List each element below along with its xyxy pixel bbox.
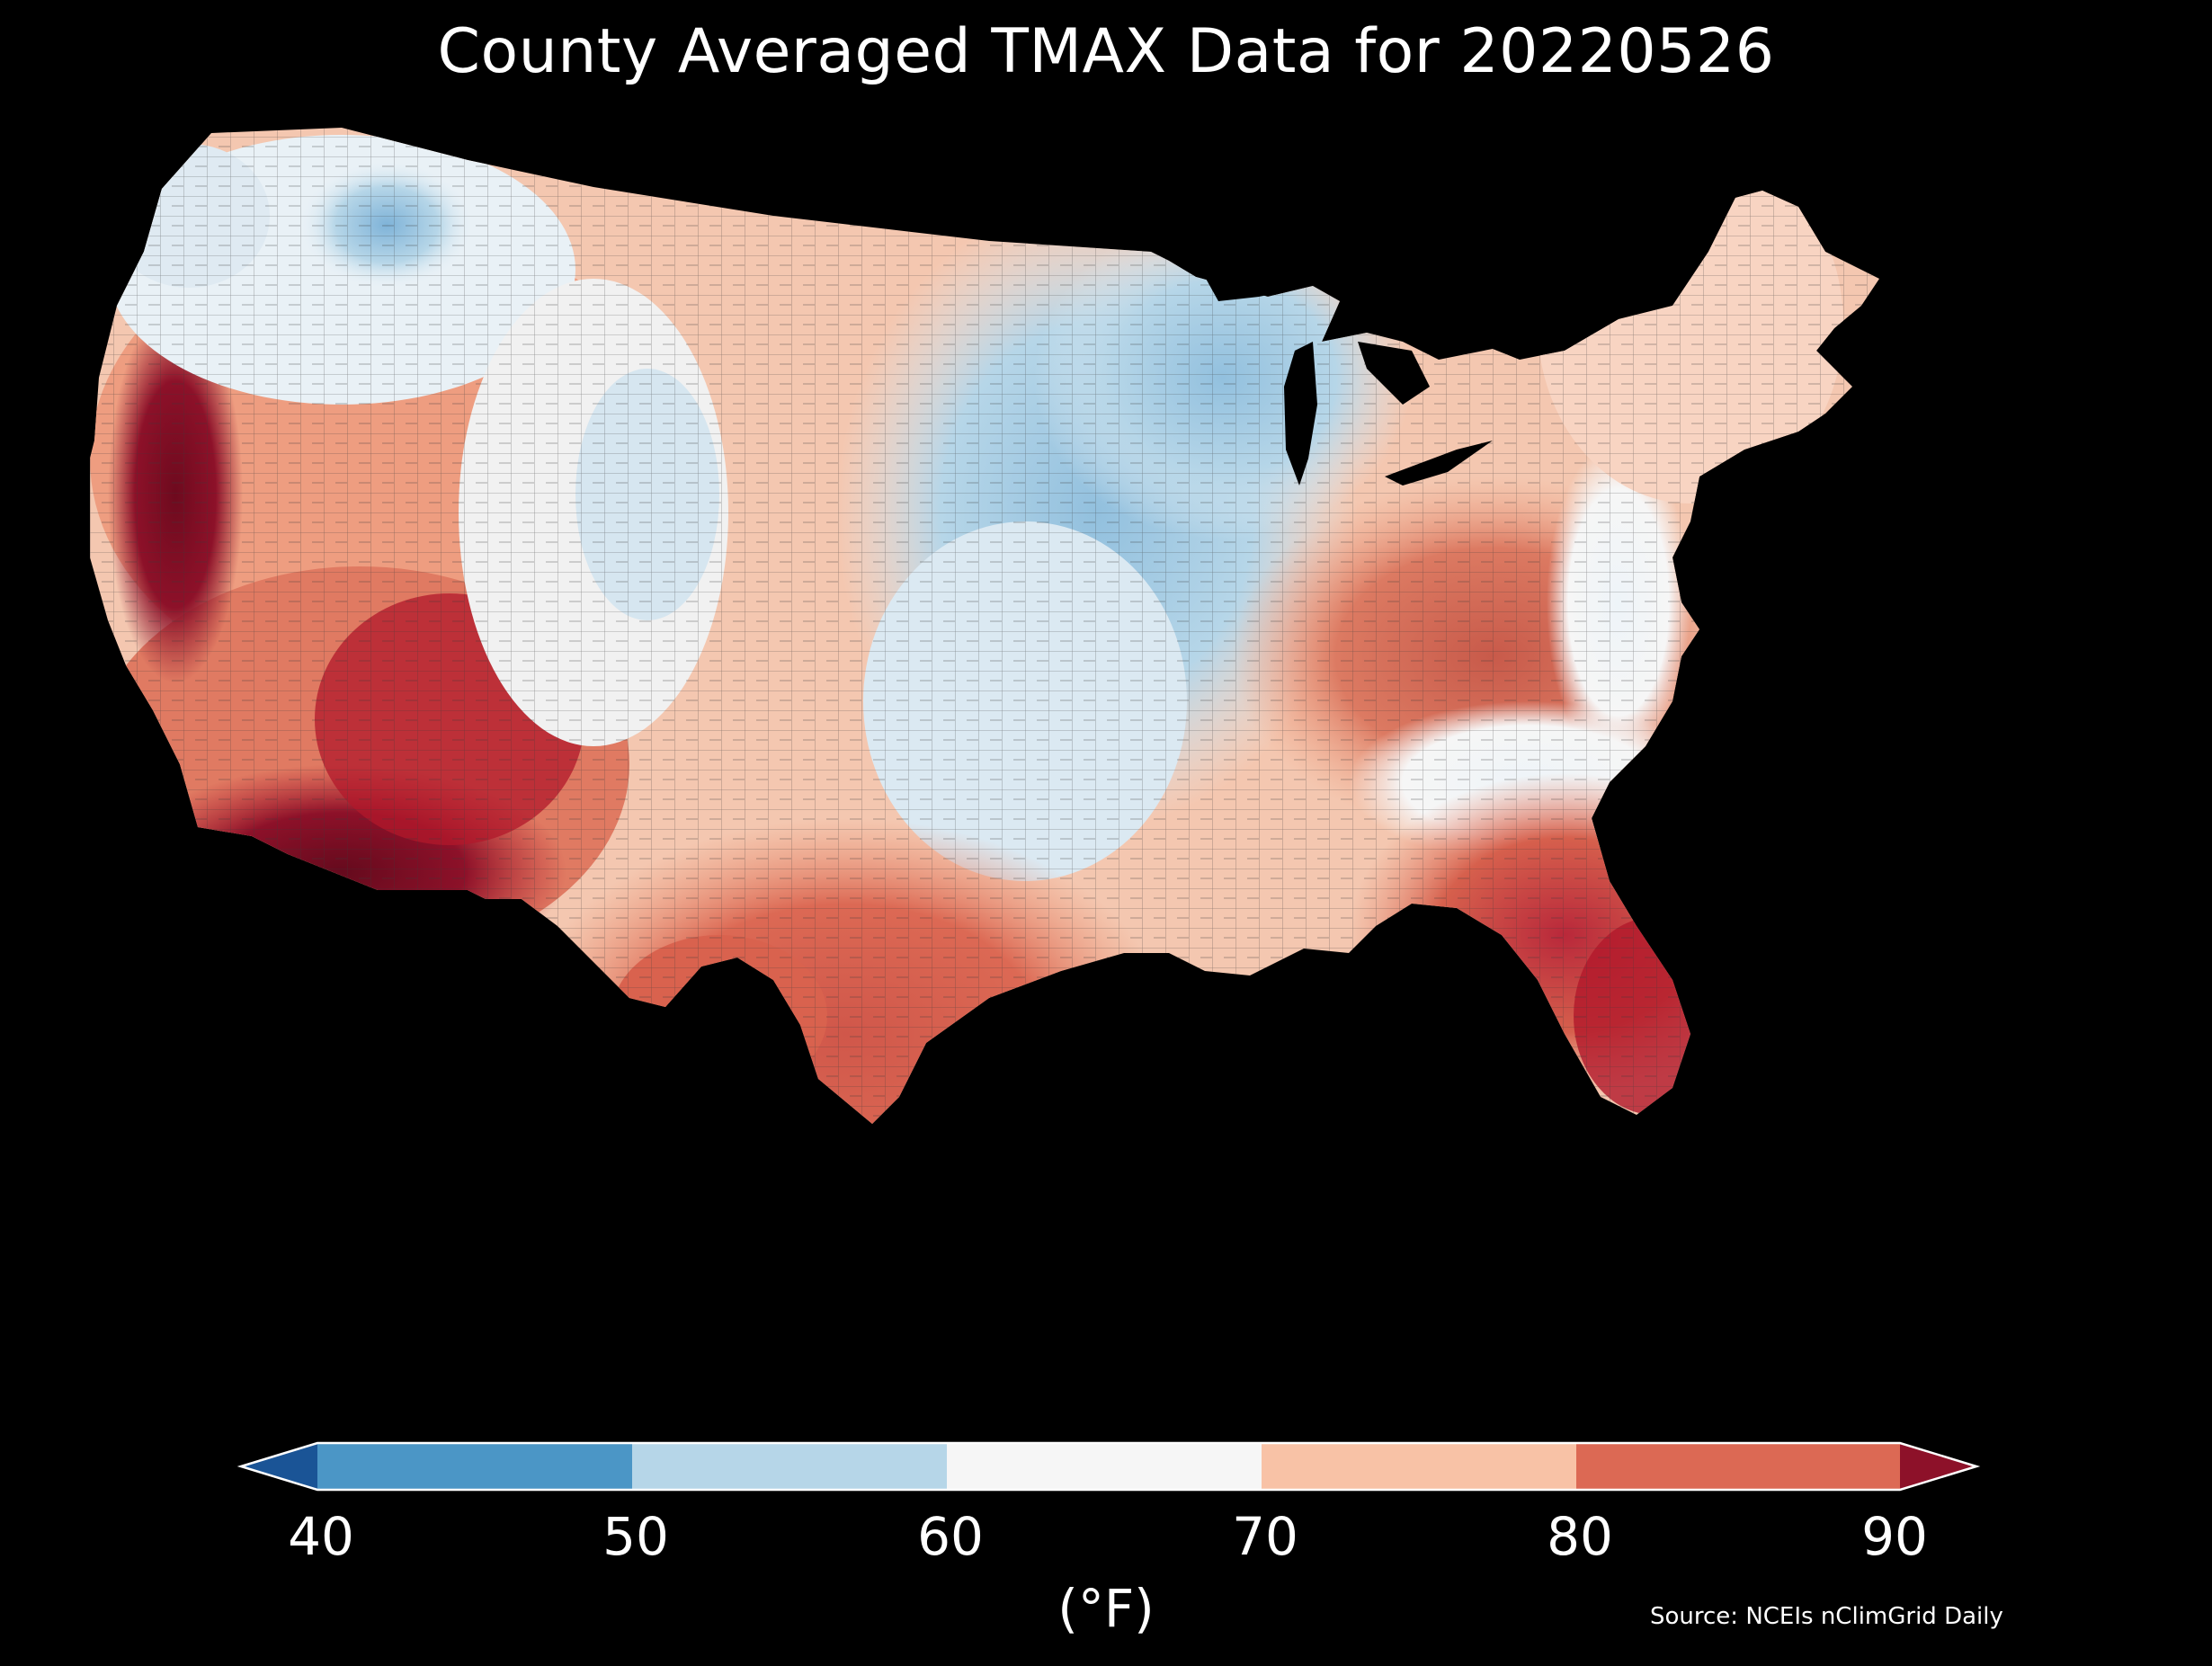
colorbar-bin-40-50 [317, 1443, 632, 1490]
colorbar-tick-60: 60 [917, 1506, 984, 1567]
source-credit: Source: NCEIs nClimGrid Daily [1650, 1603, 2003, 1630]
colorbar-tick-80: 80 [1547, 1506, 1613, 1567]
colorbar-tick-90: 90 [1861, 1506, 1928, 1567]
colorbar-tick-40: 40 [288, 1506, 354, 1567]
colorbar-bin-80-90 [1576, 1443, 1900, 1490]
county-fill-layer [90, 128, 1879, 1124]
map-title: County Averaged TMAX Data for 20220526 [437, 16, 1775, 87]
colorbar-tick-50: 50 [602, 1506, 669, 1567]
colorbar-bin-70-80 [1262, 1443, 1576, 1490]
colorbar-bin-50-60 [632, 1443, 947, 1490]
colorbar-bin-60-70 [947, 1443, 1262, 1490]
great-lakes [1205, 261, 1493, 486]
colorbar [236, 1441, 1981, 1492]
colorbar-over-arrow [1900, 1443, 1976, 1490]
colorbar-unit-label: (°F) [1057, 1578, 1155, 1639]
colorbar-under-arrow [241, 1443, 317, 1490]
choropleth-map [90, 117, 2122, 1394]
colorbar-tick-70: 70 [1232, 1506, 1298, 1567]
